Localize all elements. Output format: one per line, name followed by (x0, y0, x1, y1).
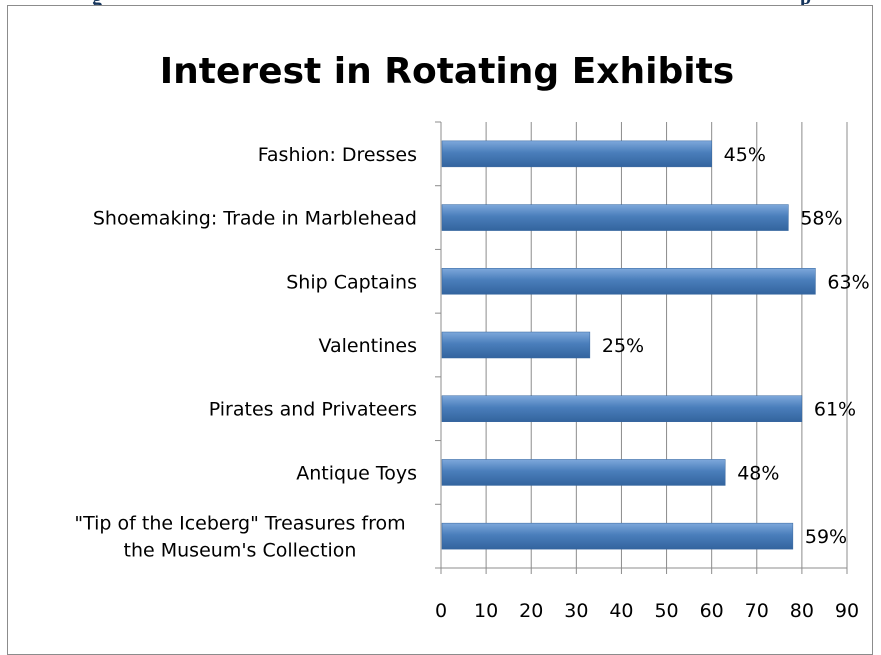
category-label: Pirates and Privateers (209, 399, 417, 421)
x-tick-label: 60 (700, 600, 724, 622)
bars (441, 140, 816, 550)
x-tick-label: 30 (564, 600, 588, 622)
header-right-text: p (800, 0, 811, 10)
category-labels: Fashion: Dresses Shoemaking: Trade in Mar… (74, 144, 417, 562)
bar (441, 140, 712, 168)
data-label: 59% (805, 526, 847, 548)
category-label-line: Shoemaking: Trade in Marblehead (93, 208, 417, 230)
data-label: 25% (602, 335, 644, 357)
x-tick-label: 90 (835, 600, 859, 622)
data-labels: 45% 58% 63% 25% 61% 48% 59% (602, 144, 870, 548)
data-label: 61% (814, 399, 856, 421)
category-label-line: Antique Toys (296, 462, 417, 484)
bar (441, 522, 794, 550)
chart-title: Interest in Rotating Exhibits (160, 51, 734, 92)
x-tick-label: 40 (609, 600, 633, 622)
category-label-line: Ship Captains (286, 271, 417, 293)
x-tick-label: 70 (745, 600, 769, 622)
bar (441, 268, 816, 295)
header-left-text: g (92, 0, 102, 10)
category-label: "Tip of the Iceberg" Treasures from the M… (74, 513, 405, 562)
bar (441, 204, 789, 231)
category-label-line: Pirates and Privateers (209, 399, 417, 421)
data-label: 58% (800, 208, 842, 230)
category-label: Antique Toys (296, 462, 417, 484)
category-label-line: the Museum's Collection (124, 540, 357, 562)
category-label: Ship Captains (286, 271, 417, 293)
data-label: 48% (737, 462, 779, 484)
x-tick-label: 10 (474, 600, 498, 622)
x-tick-label: 20 (519, 600, 543, 622)
bar (441, 395, 803, 422)
category-label-line: "Tip of the Iceberg" Treasures from (74, 513, 405, 535)
x-tick-label: 80 (790, 600, 814, 622)
category-label-line: Valentines (318, 335, 417, 357)
category-label-line: Fashion: Dresses (258, 144, 417, 166)
document-header: g p (0, 0, 881, 11)
category-label: Shoemaking: Trade in Marblehead (93, 208, 417, 230)
data-label: 45% (724, 144, 766, 166)
x-tick-label: 0 (435, 600, 447, 622)
category-label: Fashion: Dresses (258, 144, 417, 166)
axes (435, 121, 848, 574)
data-label: 63% (827, 271, 869, 293)
bar (441, 331, 591, 359)
bar (441, 459, 726, 486)
x-tick-label: 50 (654, 600, 678, 622)
x-tick-labels: 0 10 20 30 40 50 60 70 80 90 (435, 600, 859, 622)
category-label: Valentines (318, 335, 417, 357)
